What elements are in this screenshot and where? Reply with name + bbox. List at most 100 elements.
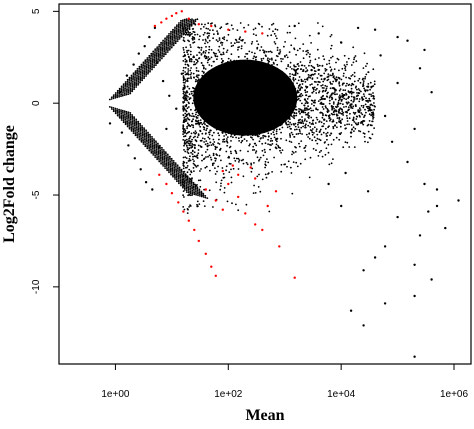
dense-point: [231, 104, 234, 107]
dense-point: [242, 119, 245, 122]
dense-point: [125, 90, 128, 93]
dense-point: [278, 84, 281, 87]
dense-point: [108, 98, 111, 101]
dense-point: [314, 73, 316, 75]
dense-point: [126, 124, 129, 126]
dense-point: [177, 33, 180, 36]
dense-point: [257, 67, 260, 70]
dense-point: [213, 97, 216, 100]
dense-point: [338, 94, 341, 97]
dense-point: [174, 178, 176, 180]
dense-point: [137, 122, 140, 125]
dense-point: [254, 63, 257, 66]
dense-point: [373, 127, 375, 129]
dense-point: [189, 192, 192, 195]
dense-point: [316, 77, 319, 79]
dense-point: [182, 186, 184, 189]
dense-point: [191, 145, 194, 148]
dense-point: [146, 145, 149, 148]
dense-point: [169, 37, 172, 40]
dense-point: [280, 57, 282, 60]
dense-point: [229, 116, 232, 119]
dense-point: [130, 121, 132, 124]
dense-point: [189, 189, 192, 191]
dense-point: [309, 107, 312, 110]
dense-point: [324, 153, 327, 156]
dense-point: [358, 98, 361, 100]
dense-point: [210, 122, 213, 124]
dense-point: [371, 115, 374, 118]
dense-point: [202, 126, 205, 128]
dense-point: [187, 24, 189, 27]
dense-point: [209, 90, 212, 92]
dense-point: [248, 103, 251, 106]
dense-point: [309, 76, 312, 79]
dense-point: [155, 145, 158, 148]
data-point: [158, 173, 161, 176]
dense-point: [239, 116, 242, 119]
dense-point: [146, 140, 148, 143]
dense-point: [157, 57, 160, 59]
y-tick-label: 5: [31, 8, 42, 14]
dense-point: [198, 51, 201, 54]
dense-point: [232, 100, 235, 103]
dense-point: [161, 51, 164, 53]
dense-point: [243, 134, 246, 136]
dense-point: [213, 83, 216, 86]
data-point: [278, 245, 281, 248]
dense-point: [193, 151, 196, 154]
dense-point: [331, 108, 333, 111]
dense-point: [124, 86, 127, 88]
dense-point: [300, 140, 303, 143]
dense-point: [306, 91, 309, 93]
dense-point: [144, 64, 146, 66]
dense-point: [173, 39, 176, 42]
data-point: [210, 265, 213, 268]
dense-point: [213, 126, 216, 129]
dense-point: [346, 102, 349, 105]
dense-point: [259, 69, 262, 72]
dense-point: [229, 102, 232, 105]
dense-point: [338, 84, 341, 87]
dense-point: [208, 75, 211, 78]
data-point: [435, 204, 439, 208]
dense-point: [183, 144, 185, 147]
dense-point: [190, 24, 193, 27]
dense-point: [266, 77, 269, 80]
dense-point: [267, 104, 269, 107]
dense-point: [141, 133, 144, 136]
dense-point: [274, 83, 277, 86]
dense-point: [171, 172, 174, 175]
dense-point: [206, 96, 209, 98]
dense-point: [320, 133, 323, 136]
dense-point: [189, 22, 191, 24]
dense-point: [227, 33, 230, 36]
dense-point: [208, 133, 211, 136]
dense-point: [181, 183, 184, 186]
dense-point: [297, 67, 299, 70]
dense-point: [139, 122, 142, 125]
dense-point: [318, 91, 320, 94]
dense-point: [345, 101, 348, 104]
dense-point: [195, 62, 198, 64]
dense-point: [298, 108, 300, 110]
dense-point: [267, 113, 269, 116]
dense-point: [197, 85, 200, 88]
dense-point: [156, 51, 158, 53]
dense-point: [341, 110, 344, 112]
data-point: [323, 118, 326, 121]
dense-point: [189, 44, 192, 46]
dense-point: [295, 71, 297, 74]
dense-point: [318, 151, 321, 154]
dense-point: [350, 92, 353, 95]
dense-point: [167, 49, 169, 52]
dense-point: [225, 102, 228, 104]
dense-point: [276, 49, 279, 51]
dense-point: [221, 37, 224, 40]
dense-point: [347, 90, 350, 92]
dense-point: [281, 114, 284, 117]
dense-point: [114, 97, 117, 99]
dense-point: [203, 141, 206, 143]
dense-point: [186, 165, 189, 167]
dense-point: [347, 57, 350, 60]
